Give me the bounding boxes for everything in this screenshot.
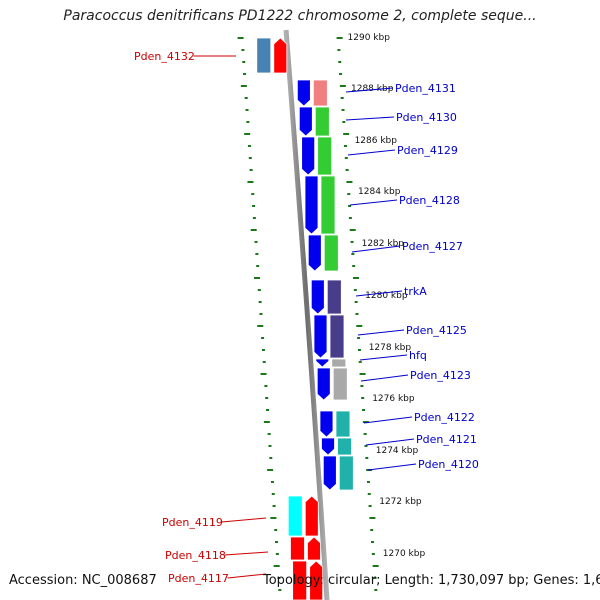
accession-label: Accession: NC_008687 bbox=[9, 573, 157, 588]
label-leader-line bbox=[349, 199, 398, 206]
label-leader-line bbox=[359, 354, 408, 361]
kbp-label: 1272 kbp bbox=[379, 497, 422, 507]
gene-category-box[interactable] bbox=[312, 79, 328, 107]
gene-arrow[interactable] bbox=[301, 136, 316, 176]
label-leader-line bbox=[221, 517, 267, 523]
gene-arrow[interactable] bbox=[313, 314, 328, 359]
gene-label[interactable]: Pden_4121 bbox=[416, 433, 477, 446]
map-title: Paracoccus denitrificans PD1222 chromoso… bbox=[63, 8, 537, 24]
label-leader-line bbox=[345, 116, 395, 121]
gene-label[interactable]: Pden_4131 bbox=[395, 82, 456, 95]
kbp-label: 1276 kbp bbox=[372, 394, 415, 404]
genome-stats: Topology: circular; Length: 1,730,097 bp… bbox=[263, 573, 600, 588]
label-leader-line bbox=[227, 573, 267, 579]
gene-label[interactable]: Pden_4122 bbox=[414, 411, 475, 424]
gene-arrow[interactable] bbox=[310, 279, 325, 315]
gene-label[interactable]: Pden_4128 bbox=[399, 194, 460, 207]
gene-arrow[interactable] bbox=[307, 234, 322, 272]
label-leader-line bbox=[355, 290, 403, 297]
kbp-label: 1282 kbp bbox=[362, 239, 405, 249]
gene-label[interactable]: Pden_4123 bbox=[410, 369, 471, 382]
label-leader-line bbox=[347, 149, 396, 156]
gene-label[interactable]: Pden_4130 bbox=[396, 111, 457, 124]
gene-arrow[interactable] bbox=[322, 455, 337, 491]
gene-category-box[interactable] bbox=[332, 367, 348, 401]
gene-category-box[interactable] bbox=[323, 234, 339, 272]
gene-arrow[interactable] bbox=[296, 79, 311, 107]
gene-arrow[interactable] bbox=[319, 410, 334, 438]
kbp-label: 1274 kbp bbox=[376, 446, 419, 456]
gene-label[interactable]: Pden_4119 bbox=[162, 516, 223, 529]
kbp-label: 1284 kbp bbox=[358, 187, 401, 197]
label-leader-line bbox=[224, 551, 269, 556]
kbp-label: 1280 kbp bbox=[365, 291, 408, 301]
kbp-label: 1286 kbp bbox=[355, 136, 398, 146]
gene-label[interactable]: trkA bbox=[404, 285, 427, 298]
kbp-label: 1290 kbp bbox=[348, 33, 391, 43]
gene-category-box[interactable] bbox=[314, 106, 330, 137]
gene-arrow[interactable] bbox=[307, 536, 321, 561]
gene-label[interactable]: Pden_4118 bbox=[165, 549, 226, 562]
gene-category-box[interactable] bbox=[338, 455, 354, 491]
gene-label[interactable]: Pden_4117 bbox=[168, 572, 229, 585]
tick-marks bbox=[237, 37, 379, 591]
gene-category-box[interactable] bbox=[290, 536, 305, 561]
gene-arrow[interactable] bbox=[304, 175, 319, 235]
gene-category-box[interactable] bbox=[287, 495, 303, 537]
gene-category-box[interactable] bbox=[292, 560, 308, 600]
chromosome-backbone bbox=[283, 29, 330, 600]
gene-label[interactable]: Pden_4125 bbox=[406, 324, 467, 337]
label-leader-line bbox=[345, 87, 394, 93]
gene-category-box[interactable] bbox=[331, 358, 347, 368]
gene-label[interactable]: Pden_4120 bbox=[418, 458, 479, 471]
gene-label[interactable]: Pden_4129 bbox=[397, 144, 458, 157]
gene-label[interactable]: Pden_4132 bbox=[134, 50, 195, 63]
kbp-labels: 1290 kbp 1288 kbp 1286 kbp 1284 kbp 1282 kbp… bbox=[348, 33, 426, 559]
gene-category-box[interactable] bbox=[320, 175, 336, 235]
gene-category-box[interactable] bbox=[335, 410, 351, 438]
gene-arrow[interactable] bbox=[315, 358, 330, 368]
gene-category-box[interactable] bbox=[326, 279, 342, 315]
gene-arrow[interactable] bbox=[316, 367, 331, 401]
gene-arrow[interactable] bbox=[304, 495, 319, 537]
kbp-label: 1278 kbp bbox=[369, 343, 412, 353]
gene-category-box[interactable] bbox=[329, 314, 345, 359]
label-leader-line bbox=[367, 463, 417, 471]
gene-category-box[interactable] bbox=[317, 136, 333, 176]
gene-category-box[interactable] bbox=[256, 37, 272, 74]
gene-features bbox=[256, 37, 354, 600]
gene-label[interactable]: Pden_4127 bbox=[402, 240, 463, 253]
label-leader-line bbox=[365, 438, 415, 446]
kbp-label: 1288 kbp bbox=[351, 84, 394, 94]
gene-arrow[interactable] bbox=[298, 106, 313, 137]
gene-arrow[interactable] bbox=[273, 37, 288, 74]
gene-label[interactable]: hfq bbox=[409, 349, 427, 362]
gene-arrow[interactable] bbox=[309, 560, 324, 600]
gene-category-box[interactable] bbox=[337, 437, 352, 456]
label-leader-line bbox=[360, 374, 409, 382]
label-leader-line bbox=[363, 416, 413, 424]
kbp-label: 1270 kbp bbox=[383, 549, 426, 559]
gene-labels: Pden_4132 Pden_4131 Pden_4130 Pden_4129 Pden… bbox=[134, 50, 479, 585]
label-leader-line bbox=[351, 245, 401, 253]
gene-arrow[interactable] bbox=[321, 437, 335, 456]
label-leader-line bbox=[357, 329, 405, 336]
